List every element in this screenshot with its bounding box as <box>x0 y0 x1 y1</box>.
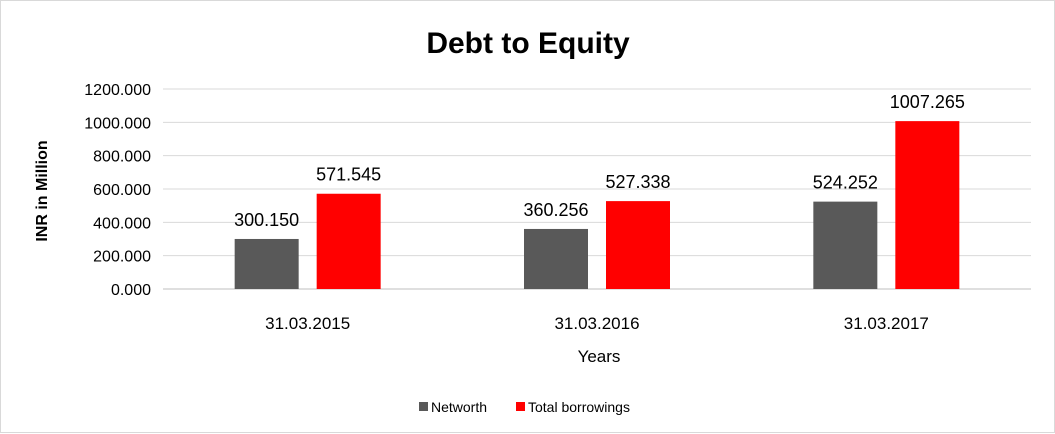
data-labels: 300.150 571.545 360.256 527.338 524.252 1007.… <box>234 92 965 230</box>
bar-networth <box>813 201 878 289</box>
bars <box>234 121 960 289</box>
bar-networth <box>234 238 299 289</box>
x-category-label: 31.03.2016 <box>554 314 639 333</box>
y-tick-label: 600.000 <box>93 182 151 199</box>
x-category-labels: 31.03.2015 31.03.2016 31.03.2017 <box>265 314 929 333</box>
bar-networth <box>524 228 588 289</box>
legend: Networth Total borrowings <box>419 399 630 415</box>
legend-swatch <box>419 402 428 411</box>
bar-total-borrowings <box>895 121 960 289</box>
y-axis-title: INR in Million <box>34 140 51 241</box>
bar-total-borrowings <box>606 201 670 289</box>
y-tick-label: 400.000 <box>93 215 151 232</box>
data-label: 1007.265 <box>890 92 965 112</box>
data-label: 300.150 <box>234 210 299 230</box>
gridlines <box>163 88 1031 290</box>
y-tick-label: 800.000 <box>93 149 151 166</box>
x-category-label: 31.03.2017 <box>844 314 929 333</box>
legend-label: Total borrowings <box>528 399 630 415</box>
data-label: 571.545 <box>316 165 381 185</box>
y-tick-label: 1000.000 <box>84 115 151 132</box>
y-tick-label: 200.000 <box>93 249 151 266</box>
bar-total-borrowings <box>316 193 381 289</box>
legend-label: Networth <box>431 399 487 415</box>
x-category-label: 31.03.2015 <box>265 314 350 333</box>
y-tick-label: 1200.000 <box>84 82 151 99</box>
data-label: 527.338 <box>605 172 670 192</box>
legend-swatch <box>516 402 525 411</box>
y-tick-label: 0.000 <box>111 282 151 299</box>
x-axis-title: Years <box>578 347 621 366</box>
y-tick-labels: 0.000 200.000 400.000 600.000 800.000 1000.00… <box>84 82 151 299</box>
chart-title: Debt to Equity <box>426 27 630 60</box>
data-label: 524.252 <box>813 173 878 193</box>
data-label: 360.256 <box>523 200 588 220</box>
